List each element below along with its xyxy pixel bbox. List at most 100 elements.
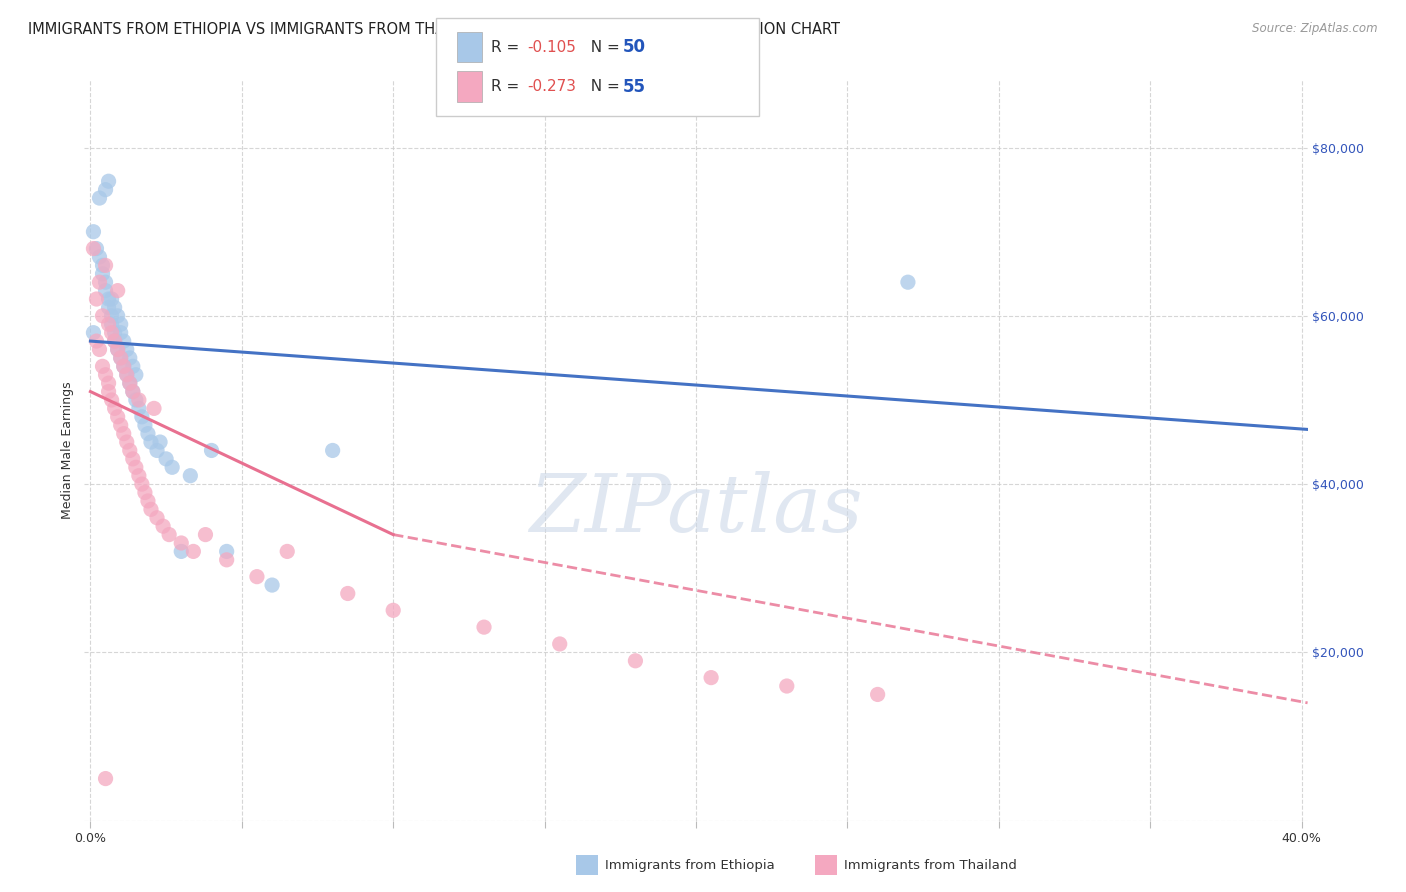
Point (134, 485, 156, 500)
Point (97, 318, 120, 332)
Point (146, 510, 169, 524)
Point (100, 392, 122, 407)
Point (118, 443, 141, 458)
Point (91, 259, 114, 273)
Point (128, 468, 150, 483)
Point (866, 688, 889, 702)
Point (276, 544, 298, 558)
Point (89, 275, 111, 289)
Point (157, 527, 180, 541)
Point (322, 443, 344, 458)
Point (104, 334, 127, 348)
Point (94, 772, 117, 786)
Point (382, 603, 405, 617)
Point (94, 183, 117, 197)
Text: Immigrants from Ethiopia: Immigrants from Ethiopia (605, 859, 775, 871)
Point (121, 384, 143, 399)
Point (86, 334, 108, 348)
Point (112, 334, 135, 348)
Point (155, 451, 177, 466)
Point (131, 409, 153, 424)
Text: ZIPatlas: ZIPatlas (529, 471, 863, 549)
Point (100, 309, 122, 323)
Point (179, 468, 201, 483)
Point (110, 351, 132, 365)
Point (548, 637, 571, 651)
Point (121, 451, 143, 466)
Point (170, 544, 193, 558)
Text: 50: 50 (623, 38, 645, 56)
Point (97, 384, 120, 399)
Point (262, 578, 284, 592)
Point (82, 242, 104, 256)
Point (112, 359, 135, 374)
Point (94, 259, 117, 273)
Point (107, 309, 129, 323)
Point (125, 460, 148, 475)
Point (121, 359, 143, 374)
Point (82, 225, 104, 239)
Point (107, 409, 129, 424)
Point (125, 368, 148, 382)
Point (115, 368, 138, 382)
Point (160, 460, 183, 475)
Point (139, 502, 162, 516)
Point (110, 351, 132, 365)
Point (94, 275, 117, 289)
Point (152, 519, 174, 533)
Point (121, 384, 143, 399)
Point (136, 426, 159, 441)
Point (700, 671, 723, 685)
Point (94, 368, 117, 382)
Point (112, 359, 135, 374)
Point (107, 284, 129, 298)
Text: Immigrants from Thailand: Immigrants from Thailand (844, 859, 1017, 871)
Point (86, 242, 108, 256)
Point (112, 426, 135, 441)
Point (97, 292, 120, 306)
Point (91, 309, 114, 323)
Point (200, 443, 222, 458)
Text: N =: N = (581, 40, 624, 54)
Point (97, 301, 120, 315)
Point (215, 553, 238, 567)
Point (104, 301, 127, 315)
Point (136, 494, 159, 508)
Point (107, 343, 129, 357)
Point (118, 351, 141, 365)
Point (246, 569, 269, 583)
Y-axis label: Median Male Earnings: Median Male Earnings (60, 382, 75, 519)
Point (91, 267, 114, 281)
Point (110, 418, 132, 433)
Text: R =: R = (491, 79, 524, 94)
Point (97, 174, 120, 188)
Point (91, 359, 114, 374)
Point (139, 435, 162, 450)
Point (115, 368, 138, 382)
Point (89, 191, 111, 205)
Point (125, 392, 148, 407)
Point (97, 376, 120, 391)
Text: Source: ZipAtlas.com: Source: ZipAtlas.com (1253, 22, 1378, 36)
Point (336, 586, 359, 600)
Point (89, 250, 111, 264)
Point (194, 527, 217, 541)
Point (118, 376, 141, 391)
Point (104, 401, 127, 416)
Point (776, 679, 799, 693)
Point (143, 401, 166, 416)
Text: -0.273: -0.273 (527, 79, 576, 94)
Text: R =: R = (491, 40, 524, 54)
Point (118, 376, 141, 391)
Point (100, 318, 122, 332)
Text: N =: N = (581, 79, 624, 94)
Point (104, 334, 127, 348)
Text: 55: 55 (623, 78, 645, 95)
Point (215, 544, 238, 558)
Point (128, 392, 150, 407)
Point (89, 343, 111, 357)
Point (110, 318, 132, 332)
Point (115, 343, 138, 357)
Point (82, 326, 104, 340)
Point (170, 536, 193, 550)
